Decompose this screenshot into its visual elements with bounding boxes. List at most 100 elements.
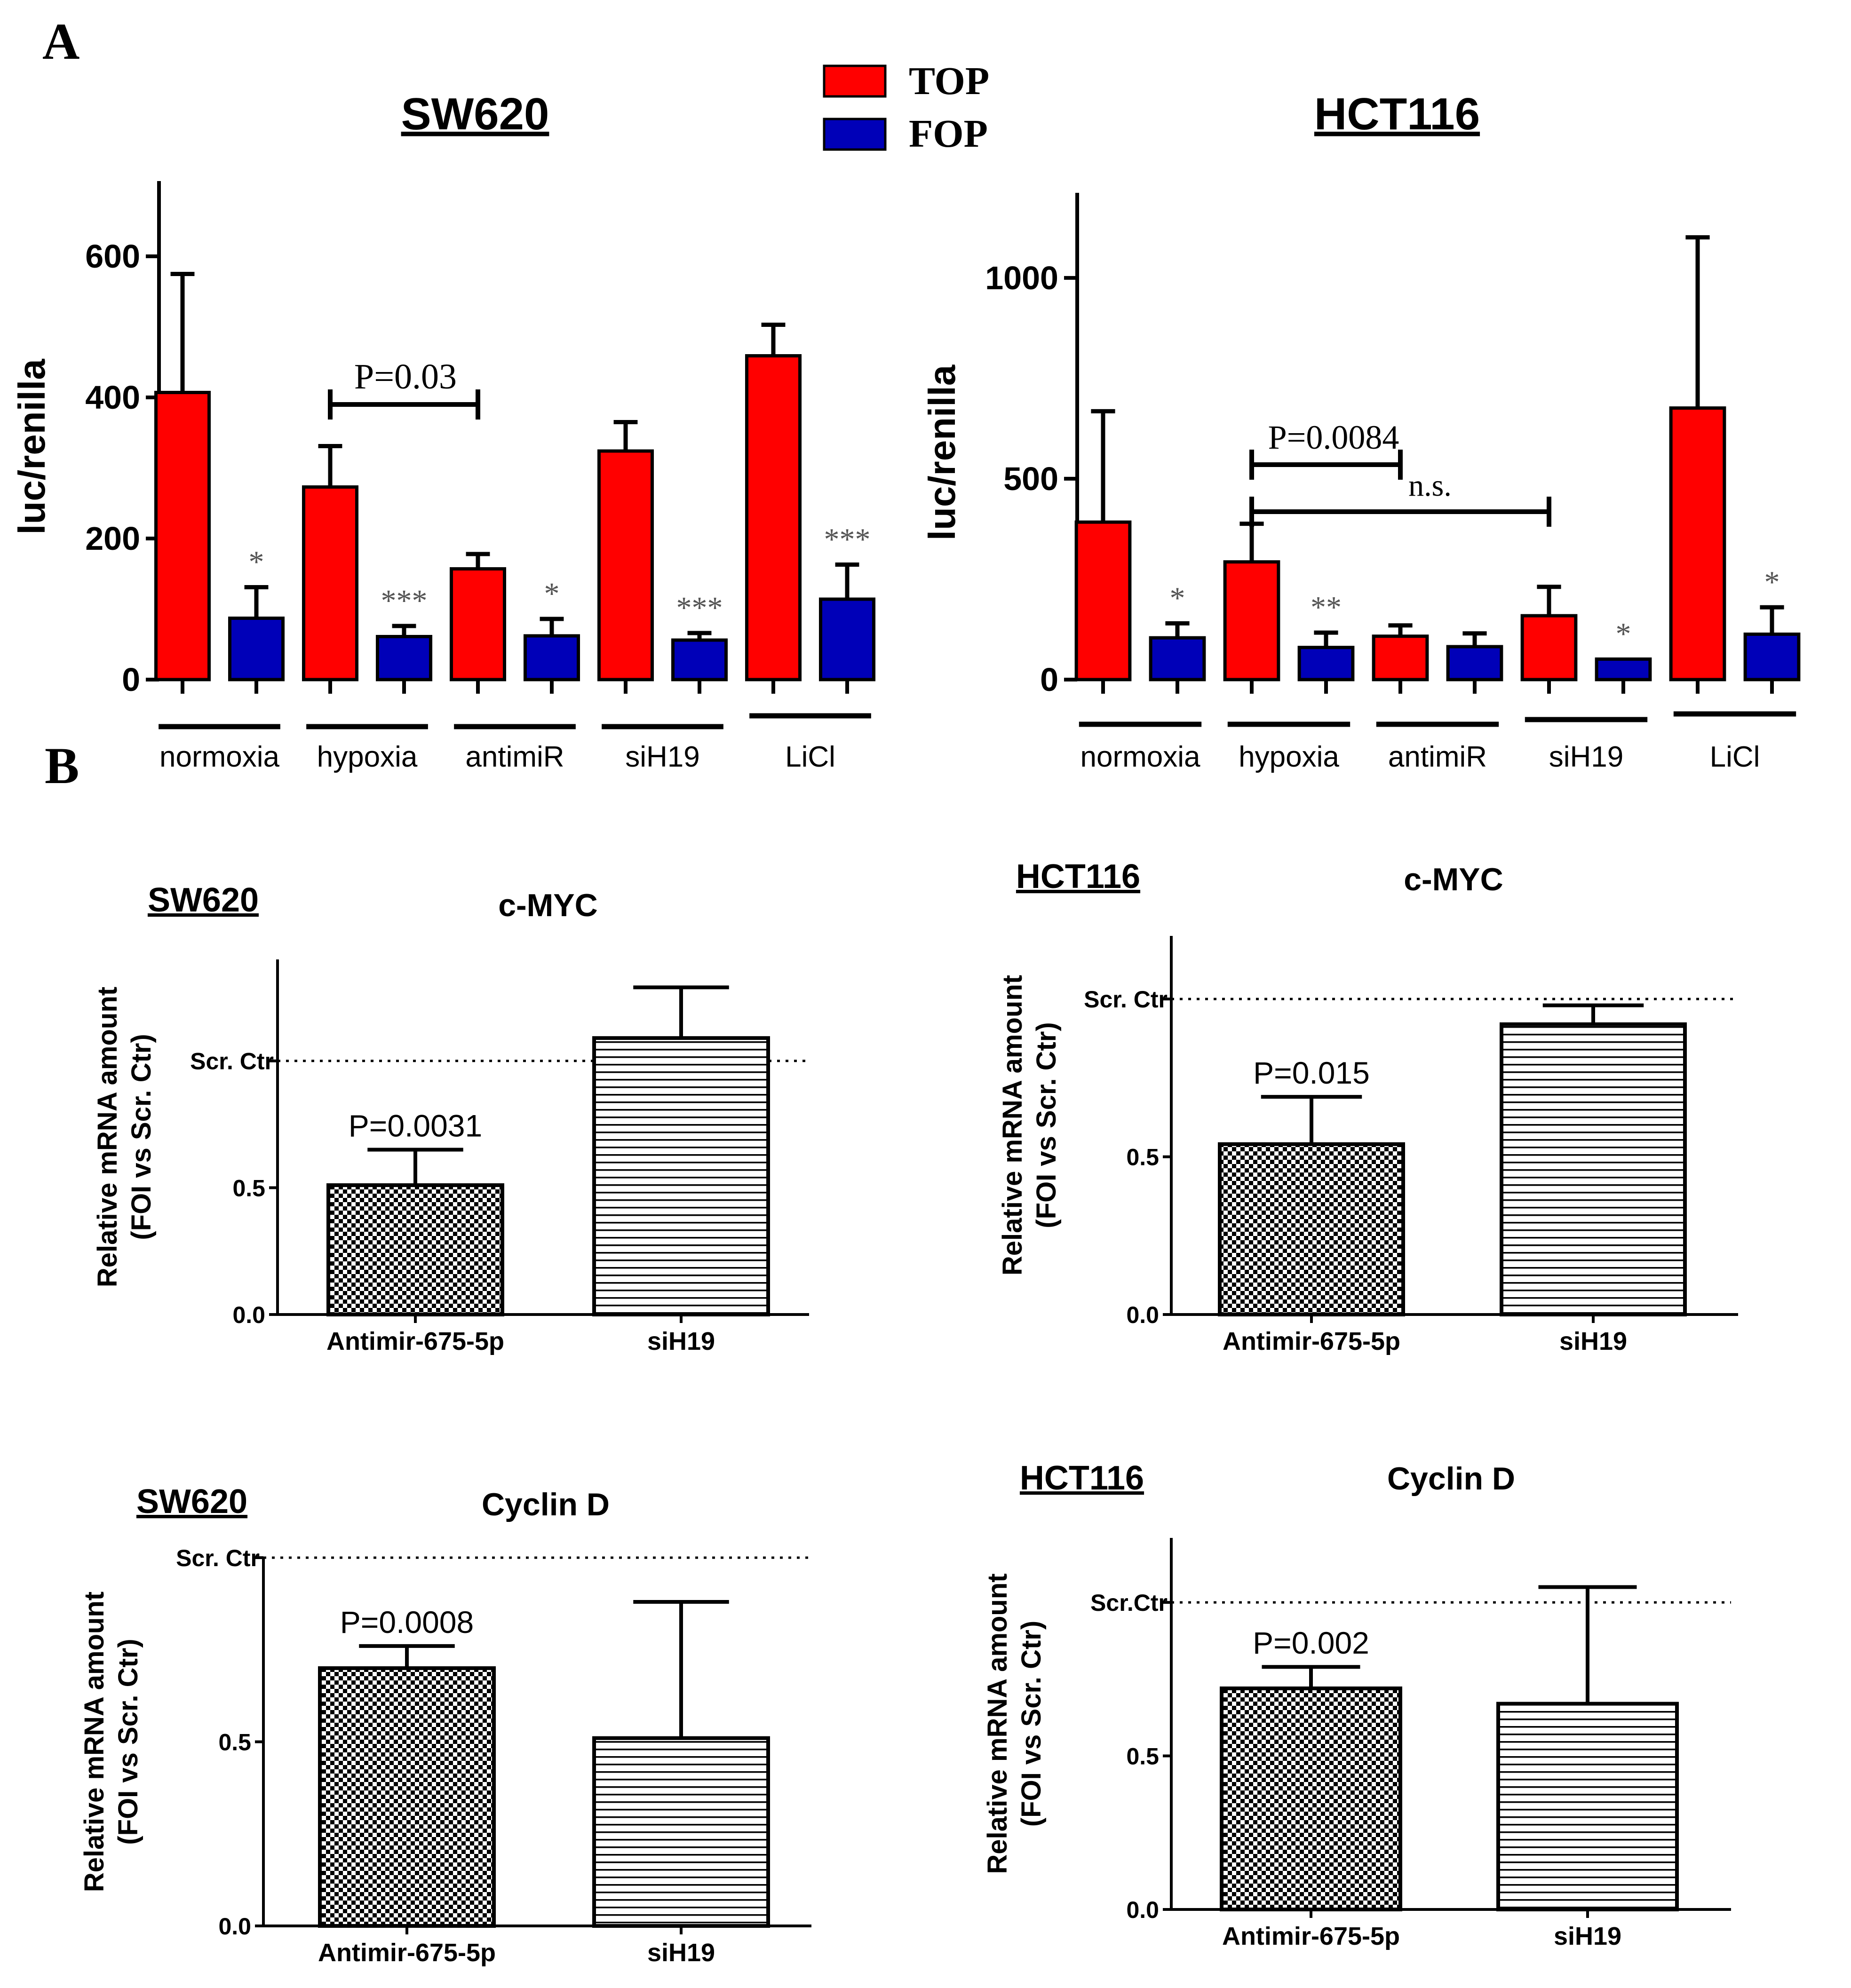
comparison-label: P=0.0084 (1268, 419, 1399, 456)
chart-title: SW620 (401, 89, 549, 139)
chart-sw620-cmyc: SW620 c-MYC Relative mRNA amount (FOI vs Sc… (92, 881, 809, 1355)
y-tick-label: 200 (85, 520, 140, 557)
category-label: siH19 (625, 741, 700, 773)
chart-title: c-MYC (498, 887, 598, 923)
panel-label-a: A (42, 13, 79, 70)
category-label: Antimir-675-5p (1222, 1922, 1400, 1950)
cell-line-label: SW620 (136, 1483, 247, 1521)
y-axis-label: (FOI vs Scr. Ctr) (1031, 1022, 1062, 1228)
y-axis-label: (FOI vs Scr. Ctr) (1016, 1621, 1047, 1827)
category-label: antimiR (1388, 741, 1487, 773)
y-tick-label: 1000 (985, 260, 1058, 296)
y-tick-label: 0.0 (232, 1302, 265, 1328)
bar-antimir-675-5p (1220, 1686, 1402, 1911)
bar-fop-hypoxia (1297, 646, 1355, 681)
bar-antimir-675-5p (318, 1666, 496, 1928)
comparison-label: P=0.03 (354, 357, 457, 396)
bar-top-normoxia (154, 391, 211, 681)
y-tick-label: 0.5 (1126, 1743, 1159, 1770)
chart-hct116-cyclin-d: HCT116 Cyclin D Relative mRNA amount (FOI v… (982, 1459, 1731, 1950)
reference-label: Scr.Ctr (1090, 1590, 1168, 1616)
p-value-label: P=0.015 (1253, 1055, 1370, 1090)
bar-antimir-675-5p (1218, 1142, 1405, 1316)
bar-sih19 (592, 1736, 770, 1928)
legend: TOP FOP (823, 59, 989, 156)
category-label: LiCl (785, 741, 835, 773)
bar-fop-sih19 (671, 638, 728, 681)
category-label: Antimir-675-5p (318, 1939, 496, 1967)
y-tick-label: 0 (1040, 661, 1058, 698)
significance-stars: ** (1311, 590, 1342, 625)
significance-stars: *** (676, 591, 723, 625)
bar-fop-normoxia (1149, 636, 1206, 681)
bar-fop-sih19 (1595, 657, 1652, 681)
y-tick-label: 600 (85, 238, 140, 275)
y-tick-label: 0.0 (218, 1913, 251, 1940)
category-label: antimiR (465, 741, 564, 773)
y-axis-label: luc/renilla (921, 364, 963, 540)
category-label: Antimir-675-5p (326, 1327, 504, 1355)
bar-top-sih19 (597, 449, 654, 681)
y-tick-label: 0.0 (1126, 1897, 1159, 1923)
y-axis-label: Relative mRNA amount (997, 975, 1028, 1275)
legend-swatch-top (823, 64, 887, 98)
bar-fop-normoxia (228, 617, 285, 681)
significance-stars: * (1170, 581, 1185, 615)
legend-swatch-fop (823, 118, 887, 151)
category-label: LiCl (1710, 741, 1760, 773)
category-label: normoxia (159, 741, 280, 773)
category-label: siH19 (1549, 741, 1624, 773)
chart-title: c-MYC (1404, 862, 1503, 897)
significance-stars: *** (381, 584, 428, 618)
bar-fop-hypoxia (375, 635, 433, 681)
y-axis-label: luc/renilla (11, 359, 53, 535)
category-label: normoxia (1080, 741, 1201, 773)
bar-top-hypoxia (1223, 560, 1280, 681)
y-axis-label: Relative mRNA amount (92, 987, 123, 1287)
bar-top-hypoxia (302, 485, 359, 681)
y-tick-label: 0.5 (1126, 1144, 1159, 1171)
significance-stars: *** (824, 523, 871, 557)
chart-title: Cyclin D (482, 1487, 610, 1522)
bar-top-licl (1669, 406, 1726, 681)
category-label: siH19 (647, 1939, 715, 1967)
y-axis-label: (FOI vs Scr. Ctr) (126, 1034, 157, 1240)
reference-label: Scr. Ctr (1084, 986, 1168, 1013)
cell-line-label: SW620 (148, 881, 259, 919)
reference-label: Scr. Ctr (176, 1545, 260, 1571)
y-tick-label: 0 (122, 661, 140, 698)
comparison-label: n.s. (1408, 468, 1452, 503)
bar-fop-licl (818, 597, 876, 681)
category-label: hypoxia (1239, 741, 1339, 773)
significance-stars: * (544, 577, 560, 611)
cell-line-label: HCT116 (1020, 1459, 1144, 1497)
category-label: Antimir-675-5p (1223, 1327, 1400, 1355)
y-tick-label: 400 (85, 379, 140, 416)
y-tick-label: 0.5 (218, 1729, 251, 1756)
y-axis-label: (FOI vs Scr. Ctr) (113, 1639, 143, 1845)
bar-top-normoxia (1074, 520, 1132, 681)
category-label: siH19 (1554, 1922, 1621, 1950)
bar-antimir-675-5p (326, 1183, 504, 1317)
bar-fop-antimir (1446, 645, 1503, 681)
y-tick-label: 500 (1003, 460, 1058, 497)
chart-title: HCT116 (1314, 89, 1480, 139)
bar-fop-licl (1743, 632, 1801, 681)
p-value-label: P=0.0008 (340, 1605, 474, 1640)
bar-fop-antimir (523, 634, 580, 681)
y-axis-label: Relative mRNA amount (982, 1573, 1013, 1874)
y-tick-label: 0.0 (1126, 1302, 1159, 1328)
reference-label: Scr. Ctr (190, 1048, 274, 1075)
bar-top-antimir (1372, 634, 1429, 681)
category-label: siH19 (1559, 1327, 1627, 1355)
significance-stars: * (1764, 565, 1780, 599)
bar-sih19 (1496, 1702, 1679, 1912)
y-axis-label: Relative mRNA amount (79, 1592, 110, 1892)
y-tick-label: 0.5 (232, 1175, 265, 1201)
bar-sih19 (592, 1036, 770, 1316)
significance-stars: * (249, 545, 264, 579)
bar-top-antimir (449, 567, 507, 681)
